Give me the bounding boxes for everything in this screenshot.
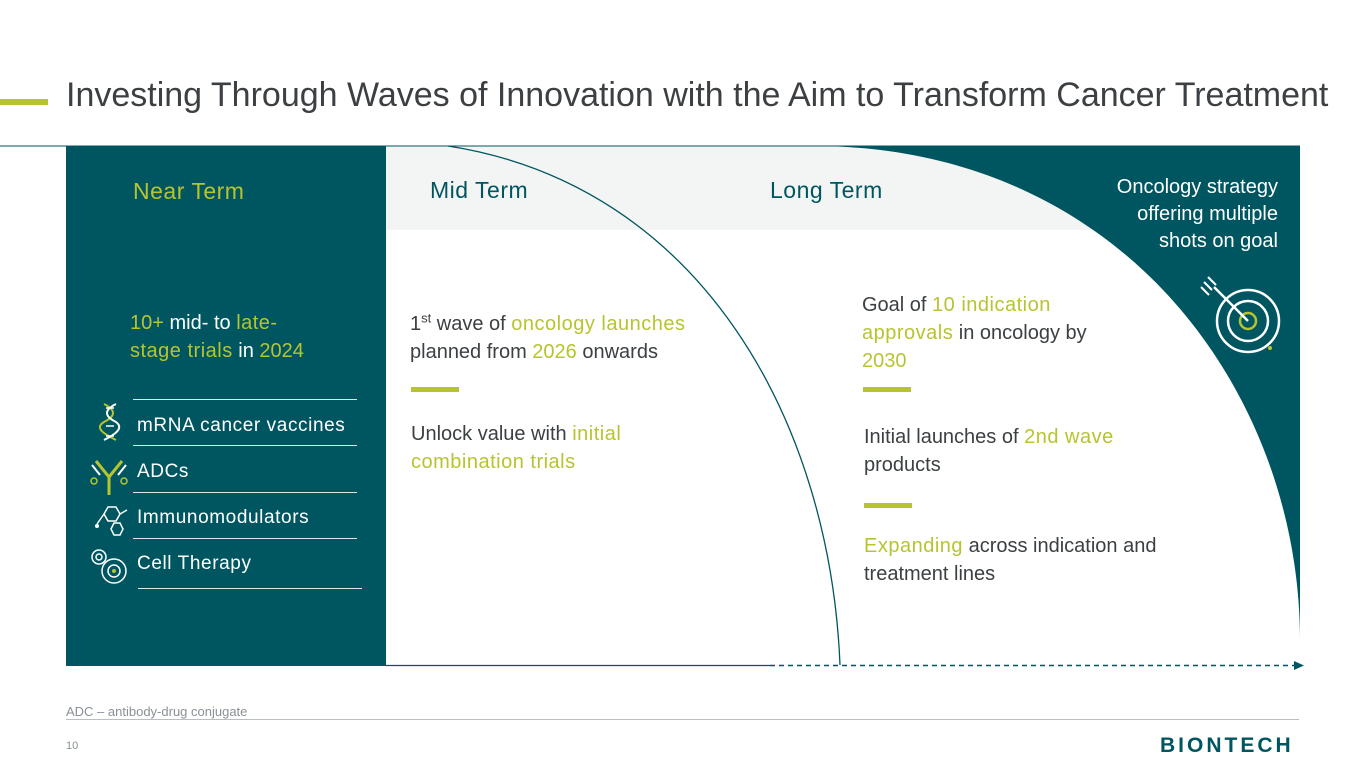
- page-number: 10: [66, 740, 79, 752]
- page-title: Investing Through Waves of Innovation wi…: [66, 76, 1329, 114]
- mid-term-divider: [411, 387, 459, 392]
- timeline-arrowhead: [1294, 661, 1304, 670]
- modality-label-cell-therapy: Cell Therapy: [137, 553, 252, 574]
- modality-separator: [133, 492, 357, 493]
- footer-divider: [66, 719, 1299, 720]
- mid-term-wave-text: 1st wave of oncology launches planned fr…: [410, 310, 686, 363]
- mid-term-wave-curve: [447, 145, 841, 666]
- modality-separator: [133, 445, 357, 446]
- mid-term-header: Mid Term: [430, 177, 529, 203]
- modality-label-adcs: ADCs: [137, 461, 190, 482]
- biontech-logo: BIONTECH: [1160, 734, 1294, 757]
- modality-label-mrna: mRNA cancer vaccines: [137, 415, 346, 436]
- long-term-goal-text: Goal of 10 indication approvals in oncol…: [862, 294, 1087, 372]
- antibody-icon: [90, 460, 128, 495]
- long-term-wave: [820, 146, 1300, 640]
- near-term-stat: 10+ mid- to late- stage trials in 2024: [130, 312, 304, 362]
- title-accent-bar: [0, 99, 48, 105]
- modality-separator: [138, 588, 362, 589]
- long-term-divider: [863, 387, 911, 392]
- modality-separator: [133, 399, 357, 400]
- modality-separator: [133, 538, 357, 539]
- footnote: ADC – antibody-drug conjugate: [66, 704, 248, 719]
- mrna-helix-icon: [98, 403, 121, 441]
- long-term-launches-text: Initial launches of 2nd wave products: [864, 426, 1114, 476]
- long-term-expanding-text: Expanding across indication and treatmen…: [864, 535, 1157, 585]
- near-term-header: Near Term: [133, 178, 245, 204]
- near-term-panel: [66, 146, 386, 666]
- oncology-strategy-text: Oncology strategy offering multiple shots …: [1116, 176, 1278, 252]
- modality-label-immunomodulators: Immunomodulators: [137, 507, 310, 528]
- cell-icon: [91, 549, 127, 584]
- long-term-header: Long Term: [770, 177, 883, 203]
- long-term-divider: [864, 503, 912, 508]
- molecule-icon: [95, 506, 128, 536]
- mid-term-unlock-text: Unlock value with initial combination tr…: [411, 423, 622, 473]
- target-icon: [1200, 276, 1281, 354]
